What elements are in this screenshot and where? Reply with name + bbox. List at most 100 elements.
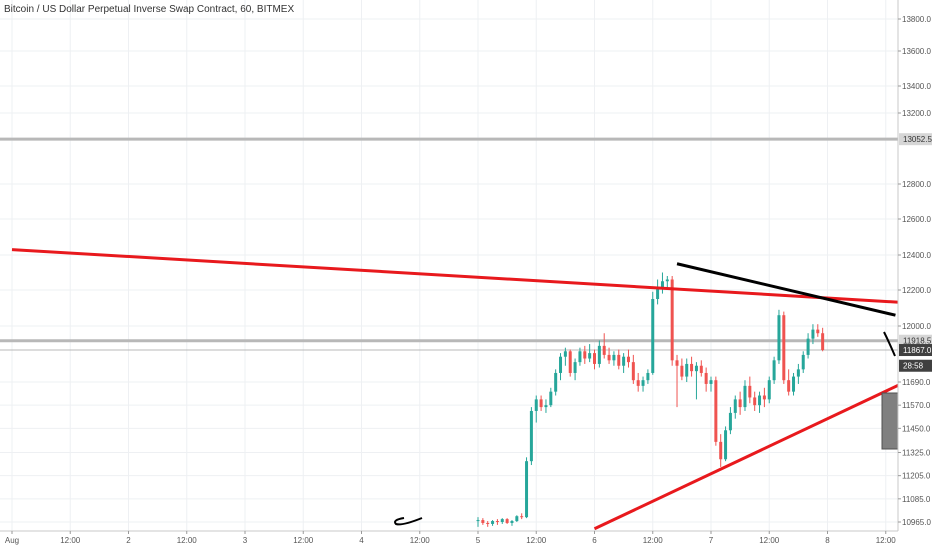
- candle-body: [534, 399, 538, 411]
- price-label-text: 11867.0: [903, 346, 932, 355]
- candle-body: [612, 354, 616, 361]
- time-tick-label: 12:00: [526, 536, 547, 545]
- time-tick-label: 4: [359, 536, 364, 545]
- candle-body: [476, 520, 480, 522]
- price-label-box: [899, 344, 932, 357]
- candle-body: [505, 519, 509, 523]
- candle-body: [738, 399, 742, 408]
- candle-body: [631, 362, 635, 381]
- trendline-3: [676, 262, 896, 317]
- candle-body: [670, 279, 674, 361]
- time-tick-label: Aug: [5, 536, 19, 545]
- candle-body: [801, 354, 805, 370]
- price-tick-label: 12600.0: [902, 215, 931, 224]
- candle-body: [762, 395, 766, 400]
- time-tick-label: 8: [825, 536, 830, 545]
- candle-body: [782, 315, 786, 381]
- time-tick-label: 12:00: [410, 536, 431, 545]
- candle-body: [549, 391, 553, 406]
- candle-body: [733, 399, 737, 413]
- price-label-text: 13052.5: [903, 135, 932, 144]
- time-tick-label: 2: [126, 536, 131, 545]
- candle-body: [593, 353, 596, 364]
- candle-body: [617, 354, 621, 366]
- candle-body: [811, 329, 815, 339]
- candle-body: [743, 385, 747, 408]
- position-box: [881, 392, 899, 450]
- candle-body: [767, 380, 771, 400]
- candle-body: [821, 333, 825, 351]
- time-tick-label: 7: [709, 536, 714, 545]
- price-tick-label: 13800.0: [902, 15, 931, 24]
- candle-body: [728, 412, 732, 431]
- candle-body: [563, 351, 567, 357]
- candle-body: [602, 345, 606, 355]
- time-tick-label: 12:00: [876, 536, 897, 545]
- candle-body: [796, 369, 800, 377]
- candle-body: [486, 522, 490, 524]
- candle-body: [719, 441, 723, 460]
- price-tick-label: 13400.0: [902, 82, 931, 91]
- candle-body: [656, 288, 660, 299]
- candle-body: [685, 363, 689, 377]
- price-tick-label: 13600.0: [902, 47, 931, 56]
- time-tick-label: 3: [243, 536, 248, 545]
- candle-body: [568, 351, 572, 373]
- price-label-box: [899, 359, 932, 372]
- drawn-mark: [394, 517, 423, 526]
- price-tick-label: 12000.0: [902, 322, 931, 331]
- candle-body: [510, 521, 514, 523]
- price-label-text: 11918.5: [903, 337, 932, 346]
- candle-body: [694, 365, 698, 372]
- candle-body: [709, 380, 713, 384]
- drawn-mark: [883, 331, 896, 357]
- candle-body: [641, 380, 645, 386]
- candle-body: [636, 380, 640, 386]
- candle-body: [816, 329, 820, 334]
- candle-body: [651, 299, 655, 373]
- candle-body: [690, 363, 694, 372]
- candle-body: [680, 365, 684, 377]
- candle-body: [520, 516, 524, 518]
- candle-body: [578, 351, 582, 363]
- candle-body: [777, 315, 781, 361]
- price-tick-label: 10965.0: [902, 518, 931, 527]
- candle-body: [806, 338, 810, 355]
- price-tick-label: 11570.0: [902, 401, 931, 410]
- candle-body: [500, 519, 504, 522]
- candle-body: [515, 516, 519, 522]
- candle-body: [583, 351, 587, 359]
- price-label-box: [899, 334, 932, 347]
- price-label-text: 28:58: [903, 362, 924, 371]
- time-tick-label: 5: [476, 536, 481, 545]
- time-tick-label: 12:00: [177, 536, 198, 545]
- candle-body: [724, 430, 728, 460]
- candle-body: [714, 380, 718, 442]
- candle-body: [573, 362, 577, 373]
- price-label-box: [899, 133, 932, 146]
- candle-body: [559, 356, 563, 373]
- candle-body: [539, 399, 543, 408]
- time-tick-label: 12:00: [643, 536, 664, 545]
- time-tick-label: 6: [592, 536, 597, 545]
- candle-body: [665, 279, 669, 282]
- price-tick-label: 12200.0: [902, 286, 931, 295]
- candle-body: [525, 461, 529, 518]
- candle-body: [626, 356, 630, 363]
- candle-body: [554, 372, 558, 392]
- candle-body: [748, 385, 752, 398]
- candle-body: [544, 405, 548, 408]
- candle-body: [607, 354, 611, 361]
- price-tick-label: 11325.0: [902, 448, 931, 457]
- candle-body: [529, 410, 533, 462]
- price-tick-label: 11450.0: [902, 424, 931, 433]
- time-tick-label: 12:00: [60, 536, 81, 545]
- candle-body: [491, 521, 495, 524]
- time-tick-label: 12:00: [293, 536, 314, 545]
- price-tick-label: 11690.0: [902, 378, 931, 387]
- candle-body: [792, 376, 796, 392]
- price-tick-label: 12400.0: [902, 251, 931, 260]
